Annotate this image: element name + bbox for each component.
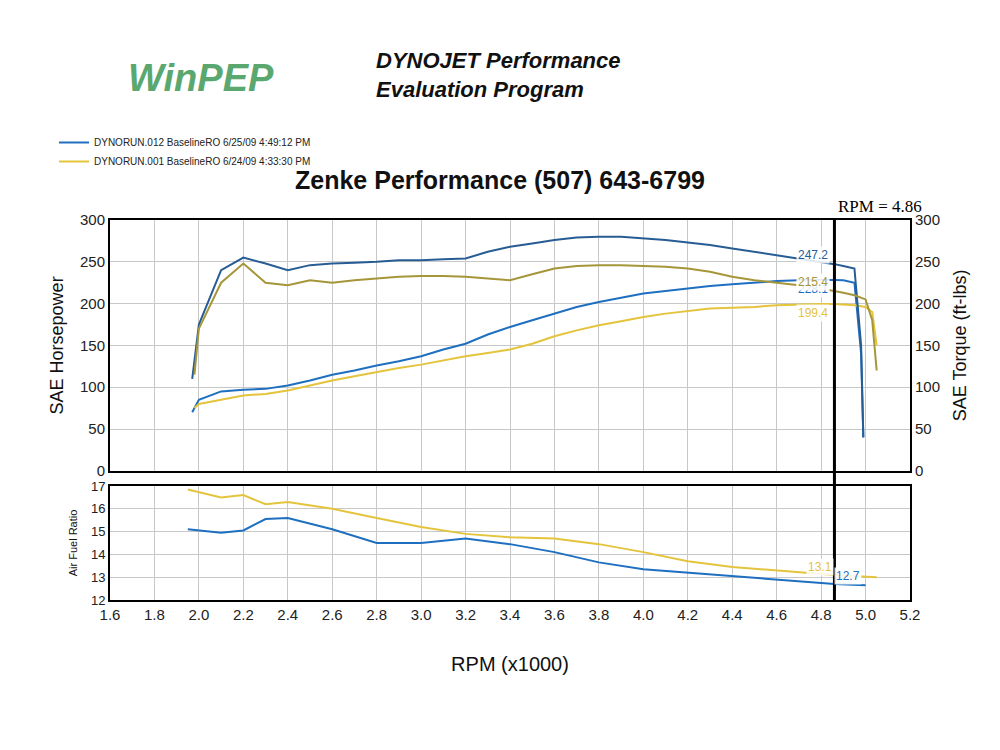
svg-text:247.2: 247.2 bbox=[798, 248, 828, 262]
svg-text:WinPEP: WinPEP bbox=[128, 57, 274, 99]
svg-text:RPM (x1000): RPM (x1000) bbox=[451, 653, 569, 675]
svg-text:4.2: 4.2 bbox=[677, 606, 698, 623]
svg-text:1.8: 1.8 bbox=[144, 606, 165, 623]
svg-text:300: 300 bbox=[80, 211, 105, 228]
svg-text:12: 12 bbox=[91, 593, 105, 608]
svg-text:150: 150 bbox=[915, 337, 940, 354]
svg-text:DYNOJET PerformanceEvaluation: DYNOJET PerformanceEvaluation Program bbox=[376, 48, 621, 102]
svg-text:17: 17 bbox=[91, 479, 105, 494]
svg-text:Zenke Performance (507) 643-67: Zenke Performance (507) 643-6799 bbox=[295, 166, 705, 194]
svg-text:2.6: 2.6 bbox=[322, 606, 343, 623]
svg-text:12.7: 12.7 bbox=[836, 569, 860, 583]
svg-text:250: 250 bbox=[80, 253, 105, 270]
svg-text:13: 13 bbox=[91, 570, 105, 585]
svg-text:100: 100 bbox=[80, 378, 105, 395]
svg-text:4.8: 4.8 bbox=[811, 606, 832, 623]
svg-text:2.4: 2.4 bbox=[277, 606, 298, 623]
svg-text:5.2: 5.2 bbox=[900, 606, 921, 623]
svg-text:0: 0 bbox=[915, 462, 923, 479]
svg-text:2.2: 2.2 bbox=[233, 606, 254, 623]
svg-text:215.4: 215.4 bbox=[798, 275, 828, 289]
svg-text:150: 150 bbox=[80, 337, 105, 354]
svg-text:0: 0 bbox=[97, 462, 105, 479]
svg-text:100: 100 bbox=[915, 378, 940, 395]
svg-text:3.0: 3.0 bbox=[411, 606, 432, 623]
svg-text:SAE Horsepower: SAE Horsepower bbox=[47, 276, 67, 414]
svg-text:SAE Torque (ft-lbs): SAE Torque (ft-lbs) bbox=[950, 270, 970, 422]
svg-text:3.2: 3.2 bbox=[455, 606, 476, 623]
svg-text:3.8: 3.8 bbox=[588, 606, 609, 623]
svg-text:5.0: 5.0 bbox=[855, 606, 876, 623]
svg-text:300: 300 bbox=[915, 211, 940, 228]
svg-text:228.1: 228.1 bbox=[798, 282, 828, 296]
svg-text:250: 250 bbox=[915, 253, 940, 270]
svg-text:50: 50 bbox=[88, 420, 105, 437]
svg-text:3.4: 3.4 bbox=[500, 606, 521, 623]
svg-text:2.0: 2.0 bbox=[188, 606, 209, 623]
svg-text:16: 16 bbox=[91, 501, 105, 516]
svg-text:2.8: 2.8 bbox=[366, 606, 387, 623]
svg-text:199.4: 199.4 bbox=[798, 306, 828, 320]
svg-text:1.6: 1.6 bbox=[100, 606, 121, 623]
svg-text:4.0: 4.0 bbox=[633, 606, 654, 623]
svg-text:200: 200 bbox=[80, 295, 105, 312]
svg-text:13.1: 13.1 bbox=[808, 560, 832, 574]
svg-text:200: 200 bbox=[915, 295, 940, 312]
svg-text:50: 50 bbox=[915, 420, 932, 437]
svg-text:RPM = 4.86: RPM = 4.86 bbox=[838, 197, 922, 216]
svg-text:4.6: 4.6 bbox=[766, 606, 787, 623]
svg-text:3.6: 3.6 bbox=[544, 606, 565, 623]
svg-text:Air Fuel Ratio: Air Fuel Ratio bbox=[67, 510, 79, 577]
svg-text:DYNORUN.001 BaselineRO 6/24/09: DYNORUN.001 BaselineRO 6/24/09 4:33:30 P… bbox=[94, 156, 310, 167]
svg-text:DYNORUN.012 BaselineRO 6/25/09: DYNORUN.012 BaselineRO 6/25/09 4:49:12 P… bbox=[94, 137, 310, 148]
svg-text:4.4: 4.4 bbox=[722, 606, 743, 623]
svg-text:14: 14 bbox=[91, 547, 105, 562]
svg-text:15: 15 bbox=[91, 524, 105, 539]
